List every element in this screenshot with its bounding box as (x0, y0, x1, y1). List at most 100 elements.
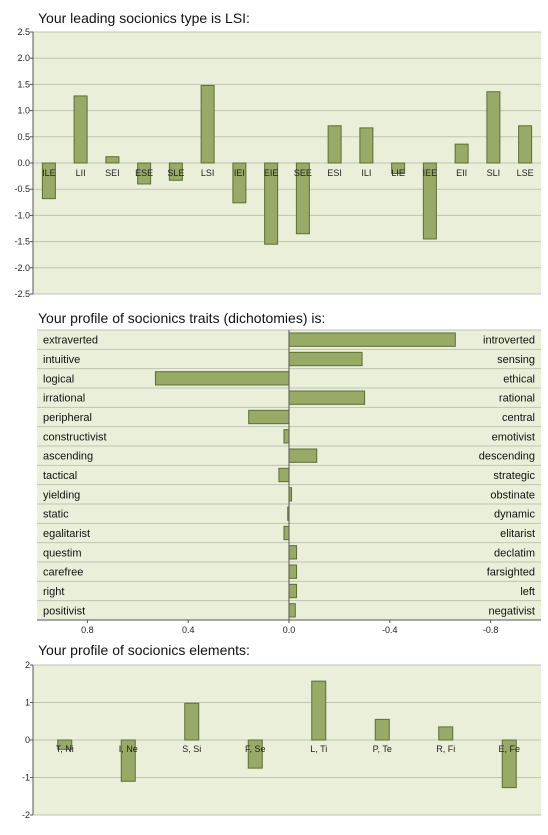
category-label: SEI (105, 168, 120, 178)
category-label: SEE (294, 168, 312, 178)
trait-right-label: dynamic (494, 509, 535, 521)
x-tick-label: 0.0 (283, 625, 296, 635)
trait-bar (288, 545, 298, 560)
chart-1-title: Your leading socionics type is LSI: (38, 10, 250, 26)
y-tick-label: 0.0 (17, 158, 30, 168)
trait-bar (288, 603, 296, 618)
bar (486, 91, 501, 164)
category-label: T, Ni (56, 744, 74, 754)
trait-left-label: questim (43, 547, 82, 559)
bar (232, 162, 247, 204)
category-label: LSI (201, 168, 215, 178)
category-label: S, Si (182, 744, 201, 754)
trait-left-label: constructivist (43, 431, 107, 443)
trait-bar (283, 429, 290, 444)
bar (184, 702, 200, 741)
trait-right-label: ethical (503, 373, 535, 385)
trait-right-label: central (502, 412, 535, 424)
bar (391, 162, 406, 174)
trait-left-label: tactical (43, 470, 77, 482)
trait-left-label: static (43, 509, 69, 521)
x-tick-label: -0.8 (483, 625, 499, 635)
trait-bar (288, 390, 366, 405)
bar (57, 739, 73, 750)
trait-left-label: logical (43, 373, 74, 385)
y-tick-label: 2.0 (17, 53, 30, 63)
bar (454, 143, 469, 164)
y-tick-label: 2.5 (17, 27, 30, 37)
trait-bar (154, 371, 290, 386)
category-label: L, Ti (310, 744, 327, 754)
traits-bar-chart: extraverted intuitive logical irrational per… (37, 329, 541, 635)
category-label: I, Ne (119, 744, 138, 754)
category-label: SLE (167, 168, 184, 178)
trait-bar (248, 409, 290, 425)
category-label: LIE (391, 168, 405, 178)
category-label: IEI (234, 168, 245, 178)
y-tick-label: -2.0 (14, 263, 30, 273)
trait-left-label: carefree (43, 567, 83, 579)
bar (105, 156, 120, 164)
trait-right-label: declatim (494, 547, 535, 559)
y-tick-label: 1.0 (17, 106, 30, 116)
y-tick-label: 2 (25, 660, 30, 670)
bar (501, 739, 517, 789)
category-label: F, Se (245, 744, 266, 754)
trait-left-label: positivist (43, 605, 85, 617)
trait-right-label: negativist (489, 605, 535, 617)
chart-3-title: Your profile of socionics elements: (38, 642, 250, 658)
trait-right-label: farsighted (487, 567, 535, 579)
bar (311, 680, 327, 741)
bar (247, 739, 263, 769)
category-label: ILI (361, 168, 371, 178)
x-tick-label: 0.8 (81, 625, 94, 635)
trait-left-label: ascending (43, 451, 93, 463)
bar (73, 95, 88, 164)
y-tick-label: 0 (25, 735, 30, 745)
trait-right-label: obstinate (490, 489, 535, 501)
category-label: P, Te (373, 744, 392, 754)
type-bar-chart: 2.5 2.0 1.5 1.0 0.5 0.0 -0.5 -1.0 -1.5 -2.0 -2.5 IL… (14, 27, 541, 299)
y-tick-label: 0.5 (17, 132, 30, 142)
x-tick-label: -0.4 (382, 625, 398, 635)
y-tick-label: -1.0 (14, 210, 30, 220)
bar (295, 162, 310, 235)
category-label: IEE (423, 168, 438, 178)
bar (438, 726, 454, 741)
trait-right-label: rational (499, 393, 535, 405)
y-tick-label: 1 (25, 698, 30, 708)
trait-right-label: elitarist (500, 528, 535, 540)
trait-left-label: extraverted (43, 335, 98, 347)
elements-bar-chart: 2 1 0 -1 -2 T, Ni I, Ne S, Si F, Se L, Ti P, Te R, … (22, 660, 541, 820)
trait-bar (278, 467, 290, 483)
x-tick-label: 0.4 (182, 625, 195, 635)
trait-right-label: introverted (483, 335, 535, 347)
trait-right-label: strategic (493, 470, 535, 482)
trait-bar (288, 332, 456, 347)
bar (120, 739, 136, 782)
bar (327, 125, 342, 164)
bar (422, 162, 437, 240)
bar (518, 125, 533, 164)
category-label: LSE (517, 168, 534, 178)
category-label: EII (456, 168, 467, 178)
y-tick-label: -1.5 (14, 237, 30, 247)
trait-left-label: right (43, 586, 64, 598)
category-label: LII (76, 168, 86, 178)
y-tick-label: -2.5 (14, 289, 30, 299)
bar (200, 84, 215, 164)
trait-left-label: irrational (43, 393, 85, 405)
trait-bar (288, 583, 298, 599)
trait-left-label: egalitarist (43, 528, 90, 540)
trait-left-label: peripheral (43, 412, 92, 424)
trait-bar (288, 351, 363, 367)
y-tick-label: 1.5 (17, 79, 30, 89)
category-label: SLI (487, 168, 501, 178)
y-tick-label: -2 (22, 810, 30, 820)
category-label: ESI (327, 168, 342, 178)
category-label: EIE (264, 168, 279, 178)
chart-2-title: Your profile of socionics traits (dichot… (38, 310, 326, 326)
category-label: ILE (42, 168, 56, 178)
bar (41, 162, 56, 200)
trait-bar (288, 448, 318, 463)
